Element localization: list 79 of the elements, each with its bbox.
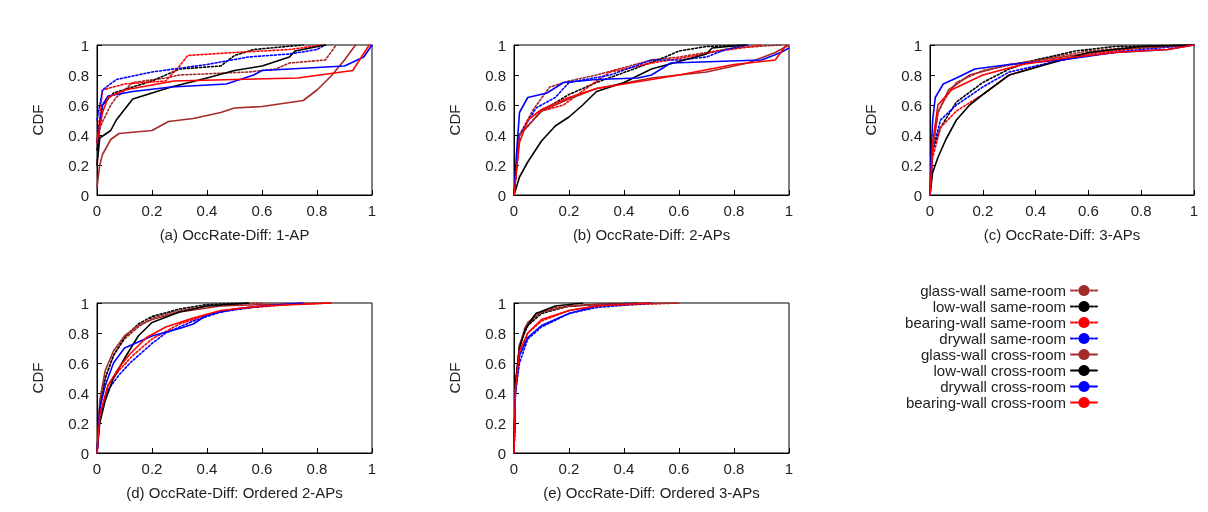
y-tick-label: 0.2 — [485, 156, 506, 174]
y-tick-label: 0 — [497, 186, 506, 204]
legend-label: bearing-wall cross-room — [905, 394, 1066, 411]
y-tick-label: 0.6 — [68, 354, 89, 372]
y-axis-title: CDF — [446, 104, 463, 136]
x-axis-title: (a) OccRate-Diff: 1-AP — [159, 226, 310, 243]
legend-label: glass-wall same-room — [920, 282, 1066, 299]
x-tick-label: 0.8 — [723, 460, 745, 477]
x-tick-label: 0 — [925, 202, 935, 219]
y-axis-title: CDF — [29, 104, 46, 136]
y-tick-label: 0.4 — [68, 384, 89, 402]
y-axis-title: CDF — [29, 362, 46, 394]
x-tick-label: 0.8 — [723, 202, 745, 219]
x-axis-title: (d) OccRate-Diff: Ordered 2-APs — [126, 484, 343, 501]
legend-label: low-wall same-room — [932, 298, 1066, 315]
y-tick-label: 0 — [913, 186, 922, 204]
y-tick-label: 0.2 — [901, 156, 922, 174]
legend-label: drywall same-room — [939, 330, 1066, 347]
y-tick-label: 1 — [80, 294, 89, 312]
y-tick-label: 0.6 — [485, 354, 506, 372]
x-tick-label: 0.4 — [196, 460, 218, 477]
y-tick-label: 0.8 — [901, 66, 922, 84]
x-tick-label: 0.6 — [1077, 202, 1099, 219]
x-axis-title: (c) OccRate-Diff: 3-APs — [983, 226, 1141, 243]
x-tick-label: 0.2 — [141, 460, 163, 477]
x-tick-label: 0.8 — [1130, 202, 1152, 219]
x-tick-label: 0.6 — [251, 460, 273, 477]
y-tick-label: 0.6 — [901, 96, 922, 114]
x-tick-label: 1 — [367, 460, 377, 477]
y-tick-label: 1 — [913, 36, 922, 54]
x-axis-title: (e) OccRate-Diff: Ordered 3-APs — [543, 484, 760, 501]
x-tick-label: 0 — [92, 202, 102, 219]
x-tick-label: 0.8 — [306, 460, 328, 477]
y-tick-label: 0.2 — [68, 156, 89, 174]
y-tick-label: 0.4 — [485, 126, 506, 144]
x-tick-label: 1 — [367, 202, 377, 219]
x-tick-label: 0.4 — [196, 202, 218, 219]
line-series — [96, 44, 357, 189]
legend-label: drywall cross-room — [940, 378, 1066, 395]
y-axis-title: CDF — [862, 104, 879, 136]
y-tick-label: 0.8 — [68, 324, 89, 342]
x-tick-label: 1 — [784, 460, 794, 477]
y-tick-label: 0.6 — [485, 96, 506, 114]
y-tick-label: 0.6 — [68, 96, 89, 114]
legend-label: bearing-wall same-room — [905, 314, 1066, 331]
x-tick-label: 0.2 — [972, 202, 994, 219]
y-tick-label: 0.4 — [901, 126, 922, 144]
y-tick-label: 0.2 — [485, 414, 506, 432]
x-tick-label: 0.2 — [558, 460, 580, 477]
y-tick-label: 0.8 — [68, 66, 89, 84]
x-tick-label: 0.4 — [1025, 202, 1047, 219]
x-axis-title: (b) OccRate-Diff: 2-APs — [572, 226, 731, 243]
y-tick-label: 1 — [497, 36, 506, 54]
x-tick-label: 0.6 — [668, 460, 690, 477]
x-tick-label: 0.6 — [668, 202, 690, 219]
y-tick-label: 1 — [80, 36, 89, 54]
y-tick-label: 1 — [497, 294, 506, 312]
y-tick-label: 0.4 — [68, 126, 89, 144]
x-tick-label: 1 — [784, 202, 794, 219]
x-tick-label: 1 — [1189, 202, 1199, 219]
x-tick-label: 0 — [92, 460, 102, 477]
y-tick-label: 0.2 — [68, 414, 89, 432]
legend-label: glass-wall cross-room — [920, 346, 1066, 363]
x-tick-label: 0 — [509, 460, 519, 477]
legend-label: low-wall cross-room — [933, 362, 1066, 379]
x-tick-label: 0.8 — [306, 202, 328, 219]
y-tick-label: 0 — [497, 444, 506, 462]
x-tick-label: 0.2 — [558, 202, 580, 219]
x-tick-label: 0 — [509, 202, 519, 219]
y-tick-label: 0 — [80, 186, 89, 204]
y-tick-label: 0.8 — [485, 324, 506, 342]
y-tick-label: 0 — [80, 444, 89, 462]
y-tick-label: 0.8 — [485, 66, 506, 84]
x-tick-label: 0.4 — [613, 460, 635, 477]
x-tick-label: 0.6 — [251, 202, 273, 219]
x-tick-label: 0.4 — [613, 202, 635, 219]
y-axis-title: CDF — [446, 362, 463, 394]
y-tick-label: 0.4 — [485, 384, 506, 402]
x-tick-label: 0.2 — [141, 202, 163, 219]
